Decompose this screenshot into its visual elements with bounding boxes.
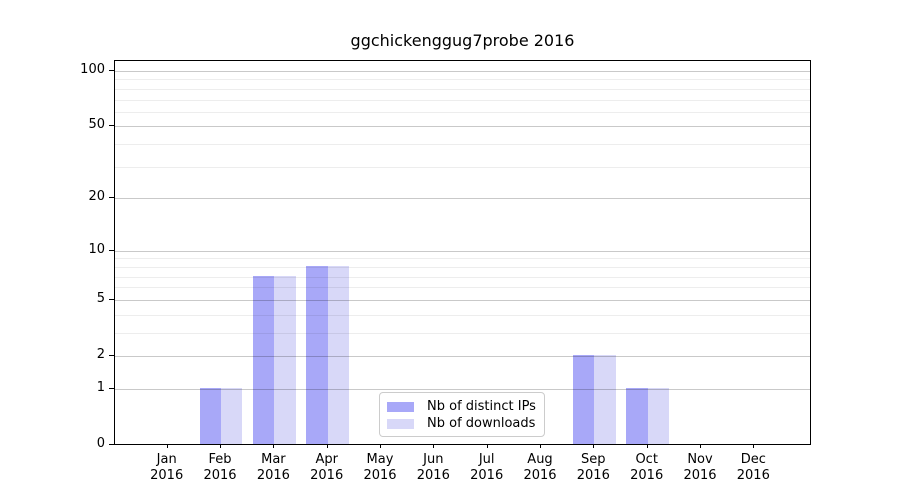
x-tick-label-jul: Jul 2016 [470,452,504,483]
gridline-minor-3 [115,332,810,334]
x-tick-nov [700,444,701,448]
bar-nb-of-distinct-ips-apr [306,265,328,444]
y-tick-5 [109,298,114,300]
y-tick-20 [109,197,114,199]
y-tick-1 [109,387,114,389]
gridline-minor-6 [115,287,810,289]
y-tick-label-2: 2 [96,347,105,362]
x-tick-label-aug: Aug 2016 [523,452,557,483]
x-tick-apr [326,444,328,448]
bar-nb-of-downloads-sep [594,355,616,444]
x-tick-sep [593,444,595,448]
y-tick-label-100: 100 [80,62,105,77]
y-tick-2 [109,355,114,356]
plot-area [114,60,811,445]
bar-nb-of-downloads-oct [647,387,670,444]
x-tick-jul [486,444,488,448]
bar-nb-of-distinct-ips-oct [626,387,648,444]
gridline-minor-9 [115,258,810,260]
y-tick-0 [109,444,114,445]
gridline-minor-4 [115,314,810,316]
x-tick-label-jan: Jan 2016 [150,452,184,483]
bar-nb-of-distinct-ips-mar [253,275,275,444]
x-tick-label-dec: Dec 2016 [736,452,770,483]
bar-nb-of-downloads-feb [221,387,243,444]
legend-item-distinct-ips: Nb of distinct IPs [387,398,536,415]
plot-inner [115,61,810,444]
gridline-major-2 [115,356,810,357]
legend: Nb of distinct IPs Nb of downloads [379,392,545,437]
legend-item-downloads: Nb of downloads [387,415,535,432]
y-tick-100 [109,70,114,71]
bar-nb-of-distinct-ips-feb [199,387,221,444]
gridline-major-5 [115,299,810,301]
legend-label-downloads: Nb of downloads [427,416,536,431]
bar-nb-of-distinct-ips-sep [572,355,595,444]
y-tick-label-0: 0 [96,436,105,451]
x-tick-oct [646,444,648,448]
gridline-minor-8 [115,266,810,268]
legend-swatch-distinct-ips [387,401,414,412]
x-tick-label-mar: Mar 2016 [256,452,290,483]
x-tick-feb [220,444,221,448]
gridline-minor-30 [115,166,810,168]
bar-nb-of-downloads-mar [274,275,296,444]
gridline-minor-70 [115,99,810,101]
gridline-major-10 [115,250,810,252]
x-tick-label-may: May 2016 [363,452,397,483]
legend-label-distinct-ips: Nb of distinct IPs [427,399,536,414]
y-tick-50 [109,125,114,127]
x-tick-label-nov: Nov 2016 [683,452,717,483]
x-tick-label-feb: Feb 2016 [203,452,237,483]
x-tick-label-jun: Jun 2016 [416,452,450,483]
y-tick-label-10: 10 [88,241,105,257]
y-tick-label-50: 50 [88,117,105,133]
x-tick-dec [753,444,755,448]
gridline-minor-40 [115,144,810,146]
gridline-minor-80 [115,88,810,90]
y-tick-10 [109,249,114,251]
x-tick-may [380,444,381,448]
gridline-minor-7 [115,276,810,278]
y-tick-label-1: 1 [96,379,105,395]
x-tick-jun [433,444,435,448]
gridline-major-100 [115,71,810,72]
gridline-minor-90 [115,79,810,81]
bar-nb-of-downloads-apr [327,265,350,444]
x-tick-label-oct: Oct 2016 [630,452,664,483]
x-tick-label-sep: Sep 2016 [576,452,610,483]
x-tick-mar [273,444,275,448]
gridline-major-20 [115,198,810,200]
gridline-major-50 [115,126,810,128]
x-tick-aug [540,444,541,448]
y-tick-label-20: 20 [88,189,105,205]
x-tick-jan [166,444,168,448]
x-tick-label-apr: Apr 2016 [310,452,344,483]
gridline-minor-60 [115,111,810,113]
y-tick-label-5: 5 [96,290,105,306]
legend-swatch-downloads [387,418,414,429]
gridline-major-1 [115,388,810,390]
chart-title: ggchickenggug7probe 2016 [350,31,575,50]
